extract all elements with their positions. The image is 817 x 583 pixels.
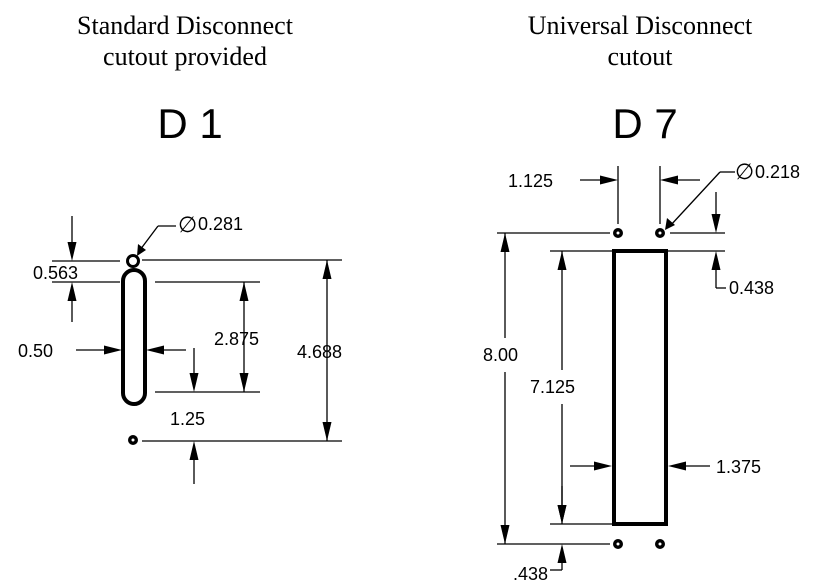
d7-label-diameter: 0.218 xyxy=(755,162,800,182)
d1-arrow-050-left xyxy=(146,346,164,355)
d1-bottom-hole-center xyxy=(132,439,135,442)
d1-arrow-4688-up xyxy=(323,260,332,279)
d1-top-hole xyxy=(128,256,139,267)
d1-arrow-leader xyxy=(137,244,146,256)
d1-arrow-125-down xyxy=(190,373,199,392)
d7-label-0438: 0.438 xyxy=(729,278,774,298)
d7-arrow-bottom-0438-up xyxy=(558,544,567,563)
d1-arrow-2875-down xyxy=(240,373,249,392)
d7-label-1125: 1.125 xyxy=(508,171,553,191)
d7-label-bottom-0438: .438 xyxy=(513,564,548,583)
d1-diameter-symbol: ∅ xyxy=(178,212,197,237)
d7-arrow-800-up xyxy=(501,233,510,252)
d7-arrow-1125-right xyxy=(600,176,618,185)
d7-arrow-0438-down xyxy=(712,214,721,233)
d7-arrow-800-down xyxy=(501,525,510,544)
d7-arrow-bottom-0438-down xyxy=(558,505,567,524)
d1-arrow-4688-down xyxy=(323,422,332,441)
d1-label-2875: 2.875 xyxy=(214,329,259,349)
d7-hole-top-left-center xyxy=(617,232,620,235)
d7-label-1375: 1.375 xyxy=(716,457,761,477)
d1-label-0563: 0.563 xyxy=(33,263,78,283)
d1-drawing: 0.563 ∅ 0.281 0.50 2.875 4.688 1.25 xyxy=(18,212,342,484)
d1-arrow-0563-down xyxy=(68,242,77,261)
d1-label-diameter: 0.281 xyxy=(198,214,243,234)
d7-hole-bottom-right-center xyxy=(659,543,662,546)
d7-diameter-symbol: ∅ xyxy=(735,159,754,184)
d7-drawing: 1.125 ∅ 0.218 0.438 8.00 7.125 xyxy=(483,159,800,583)
d7-hole-top-right-center xyxy=(659,232,662,235)
d1-arrow-125-up xyxy=(190,441,199,460)
d7-label-800: 8.00 xyxy=(483,345,518,365)
d1-label-4688: 4.688 xyxy=(297,342,342,362)
d7-arrow-0438-up xyxy=(712,251,721,270)
d1-arrow-050-right xyxy=(104,346,122,355)
d7-arrow-1125-left xyxy=(660,176,678,185)
d1-arrow-2875-up xyxy=(240,282,249,301)
d1-label-050: 0.50 xyxy=(18,341,53,361)
d7-arrow-1375-left xyxy=(668,462,686,471)
d1-leader-diag xyxy=(140,226,158,250)
d7-arrow-1375-right xyxy=(594,462,612,471)
d7-label-7125: 7.125 xyxy=(530,377,575,397)
d7-hole-bottom-left-center xyxy=(617,543,620,546)
d7-arrow-7125-up xyxy=(558,251,567,270)
d7-cutout xyxy=(614,251,666,524)
d1-label-125: 1.25 xyxy=(170,409,205,429)
d7-arrow-leader xyxy=(665,218,675,230)
d1-arrow-0563-up xyxy=(68,282,77,301)
d1-slot xyxy=(123,270,145,404)
